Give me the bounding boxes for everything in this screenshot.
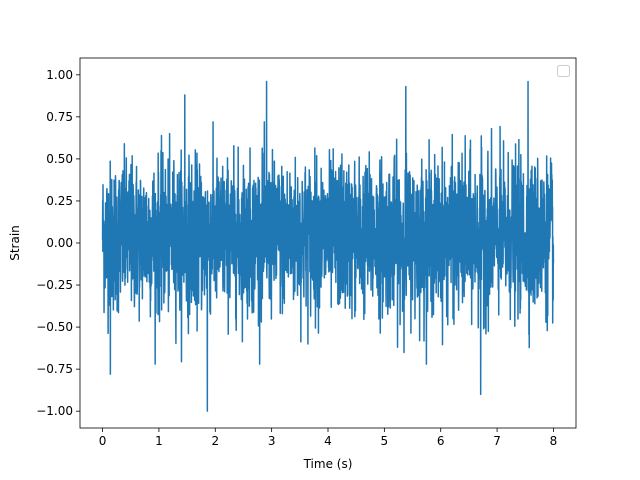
x-axis-label: Time (s) (303, 457, 353, 471)
y-tick-label: 0.50 (46, 152, 73, 166)
x-tick-label: 5 (381, 434, 389, 448)
legend-box (557, 65, 570, 77)
strain-series-line (101, 80, 555, 412)
y-tick-label: −0.50 (36, 320, 73, 334)
x-tick-label: 1 (155, 434, 163, 448)
y-tick-label: 0.25 (46, 194, 73, 208)
y-tick-label: 1.00 (46, 68, 73, 82)
series-layer (101, 80, 555, 412)
y-tick-label: −0.25 (36, 278, 73, 292)
y-tick-label: 0.75 (46, 110, 73, 124)
y-tick-label: −0.75 (36, 362, 73, 376)
x-axis-ticks: 0 1 2 3 4 5 6 7 8 (99, 428, 558, 448)
x-tick-label: 7 (493, 434, 501, 448)
x-tick-label: 4 (324, 434, 332, 448)
x-tick-label: 3 (268, 434, 276, 448)
x-tick-label: 8 (550, 434, 558, 448)
x-tick-label: 6 (437, 434, 445, 448)
y-axis-label: Strain (8, 225, 22, 261)
y-axis-ticks: −1.00 −0.75 −0.50 −0.25 0.00 0.25 0.50 0.75 1.00 (36, 68, 80, 418)
x-tick-label: 2 (211, 434, 219, 448)
y-tick-label: 0.00 (46, 236, 73, 250)
y-tick-label: −1.00 (36, 404, 73, 418)
x-tick-label: 0 (99, 434, 107, 448)
